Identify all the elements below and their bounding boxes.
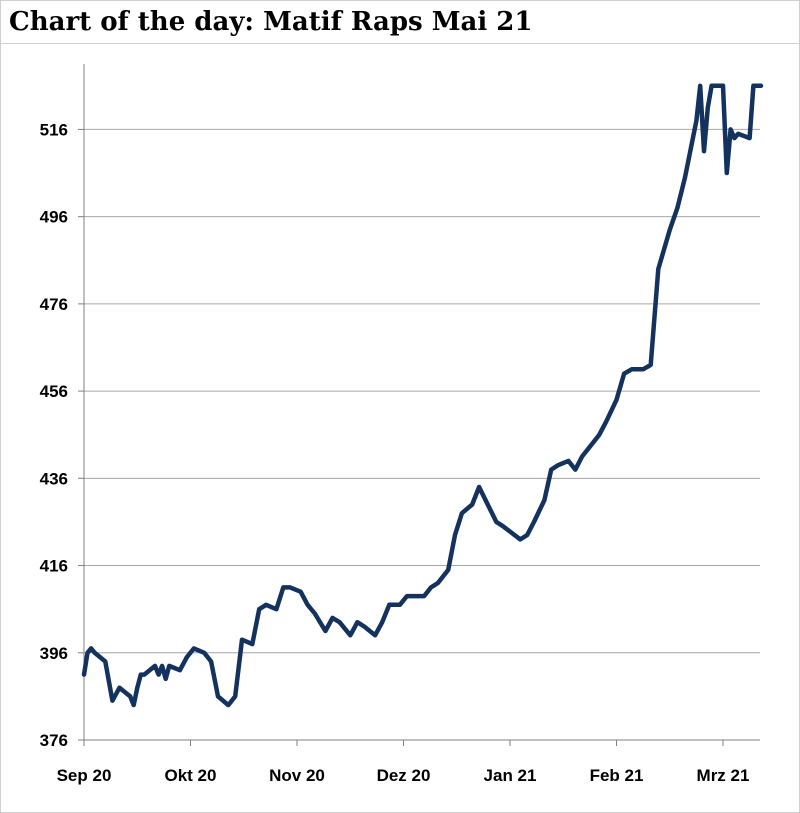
x-tick-label: Dez 20: [377, 766, 431, 785]
y-tick-label: 376: [40, 731, 68, 750]
y-tick-label: 456: [40, 382, 68, 401]
axes: [78, 64, 760, 746]
y-tick-label: 516: [40, 120, 68, 139]
gridlines: [84, 129, 760, 652]
x-tick-label: Feb 21: [590, 766, 644, 785]
x-tick-label: Nov 20: [269, 766, 325, 785]
y-tick-labels: 376 396 416 436 456 476 496 516: [40, 120, 68, 750]
y-tick-label: 496: [40, 208, 68, 227]
y-tick-label: 436: [40, 469, 68, 488]
x-tick-label: Okt 20: [165, 766, 217, 785]
y-tick-label: 396: [40, 644, 68, 663]
series-line: [84, 86, 761, 705]
y-tick-label: 416: [40, 557, 68, 576]
x-tick-label: Mrz 21: [697, 766, 750, 785]
x-tick-labels: Sep 20 Okt 20 Nov 20 Dez 20 Jan 21 Feb 21 Mrz …: [57, 766, 750, 785]
series: [84, 86, 761, 705]
x-tick-label: Jan 21: [484, 766, 537, 785]
y-tick-label: 476: [40, 295, 68, 314]
x-tick-label: Sep 20: [57, 766, 112, 785]
